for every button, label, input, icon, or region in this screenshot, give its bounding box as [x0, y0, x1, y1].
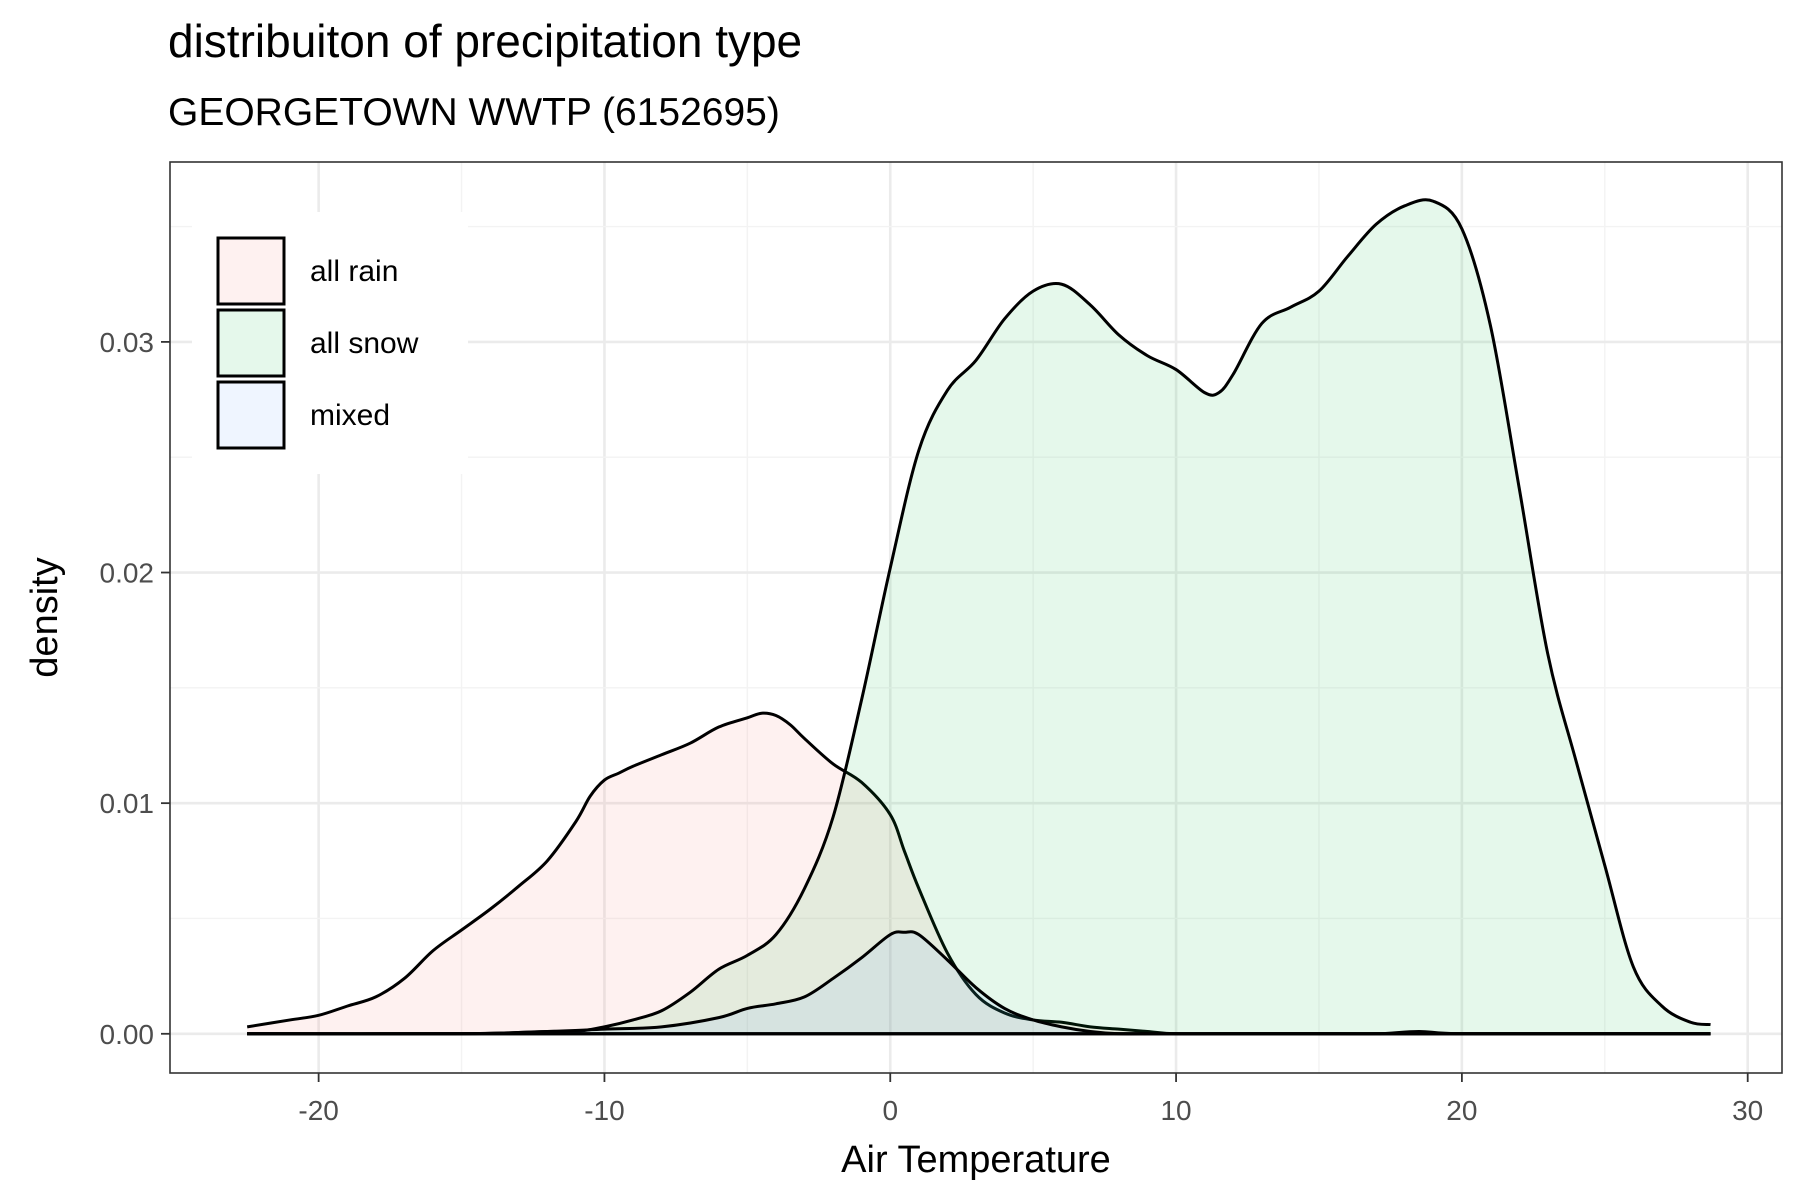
- y-tick-label: 0.02: [100, 558, 155, 589]
- chart-title: distribuiton of precipitation type: [168, 15, 803, 67]
- legend-key-mixed: [216, 380, 286, 450]
- y-axis-title: density: [24, 557, 66, 677]
- legend-label-mixed: mixed: [310, 399, 390, 432]
- density-area-all-snow: [247, 199, 1711, 1034]
- x-tick-label: -10: [584, 1095, 624, 1126]
- legend-key-bg: [218, 310, 284, 376]
- density-line-all-rain: [246, 711, 1711, 1036]
- legend-key-bg: [218, 382, 284, 448]
- density-area-all-rain: [247, 713, 1711, 1034]
- chart-subtitle: GEORGETOWN WWTP (6152695): [168, 91, 780, 134]
- x-tick-label: 0: [882, 1095, 898, 1126]
- y-tick-label: 0.01: [100, 788, 155, 819]
- legend-key-all-rain: [216, 236, 286, 306]
- density-areas: [246, 198, 1711, 1036]
- x-tick-label: 20: [1446, 1095, 1477, 1126]
- panel-border: [169, 161, 1783, 1074]
- legend: all rain all snow mixed: [192, 212, 468, 474]
- density-area-mixed: [247, 931, 1711, 1034]
- x-axis-title: Air Temperature: [841, 1139, 1111, 1181]
- legend-label-all-snow: all snow: [310, 327, 419, 360]
- legend-key-all-snow: [216, 308, 286, 378]
- density-line-all-snow: [247, 198, 1711, 1036]
- x-tick-label: -20: [298, 1095, 338, 1126]
- y-tick-label: 0.03: [100, 327, 155, 358]
- legend-key-bg: [218, 238, 284, 304]
- x-tick-label: 30: [1732, 1095, 1763, 1126]
- y-tick-label: 0.00: [100, 1019, 155, 1050]
- axis-ticks: -20 -10 0 10 20 30 0.00 0.01 0.02 0.03: [100, 327, 1764, 1126]
- x-tick-label: 10: [1160, 1095, 1191, 1126]
- legend-label-all-rain: all rain: [310, 255, 398, 288]
